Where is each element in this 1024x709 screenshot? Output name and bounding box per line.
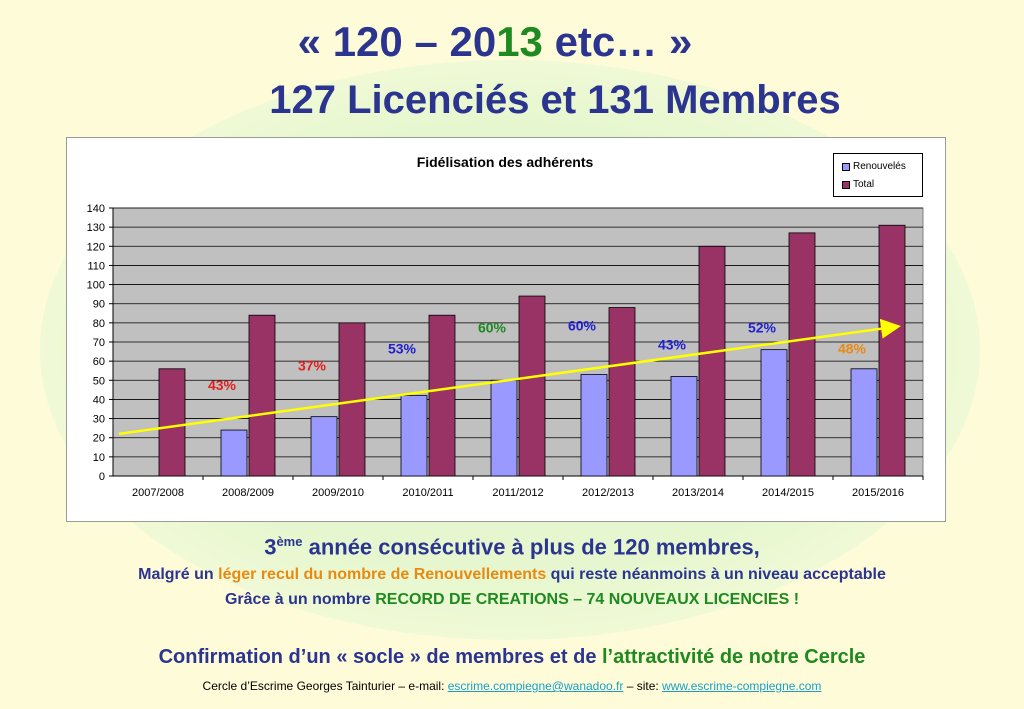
legend-item-renouveles: Renouvelés: [842, 161, 906, 172]
percentage-annotation: 48%: [838, 340, 867, 356]
x-tick-label: 2008/2009: [222, 487, 274, 499]
y-tick-label: 50: [93, 375, 105, 387]
percentage-annotation: 43%: [208, 377, 237, 393]
bar-total: [788, 232, 816, 477]
x-tick-label: 2012/2013: [582, 487, 634, 499]
chart-title: Fidélisation des adhérents: [417, 154, 594, 170]
slide-subtitle: 127 Licenciés et 131 Membres: [269, 78, 841, 122]
y-tick-label: 40: [93, 394, 105, 406]
bar-total: [878, 224, 906, 477]
site-link[interactable]: www.escrime-compiegne.com: [662, 679, 822, 693]
bar-renouveles: [490, 379, 518, 477]
percentage-annotation: 52%: [748, 319, 777, 335]
legend-swatch-renouveles: [842, 162, 850, 171]
legend-item-total: Total: [842, 179, 874, 190]
legend-label-total: Total: [853, 179, 875, 190]
y-tick-label: 90: [93, 299, 105, 311]
y-tick-label: 120: [87, 241, 105, 253]
bar-renouveles: [580, 374, 608, 477]
bar-renouveles: [760, 349, 788, 477]
record-creations-note: Grâce à un nombre RECORD DE CREATIONS – …: [224, 591, 800, 608]
slide-title: « 120 – 2013 etc… »: [297, 18, 693, 65]
y-tick-label: 80: [93, 318, 105, 330]
x-tick-label: 2010/2011: [402, 487, 453, 499]
bar-chart: Fidélisation des adhérents 0 10 20 30 40 50 60 7…: [87, 154, 924, 499]
y-tick-label: 100: [87, 280, 105, 292]
title-green-digits: 13: [496, 18, 543, 65]
y-tick-label: 60: [93, 356, 105, 368]
bar-total: [608, 307, 636, 477]
y-tick-label: 130: [87, 222, 105, 234]
x-tick-label: 2007/2008: [132, 487, 184, 499]
x-tick-label: 2015/2016: [852, 487, 904, 499]
percentage-annotation: 53%: [388, 340, 417, 356]
percentage-annotation: 37%: [298, 358, 327, 374]
x-tick-label: 2014/2015: [762, 487, 814, 499]
x-tick-label: 2011/2012: [492, 487, 543, 499]
trendline-arrow: [118, 318, 901, 436]
bar-total: [428, 314, 456, 477]
bar-total: [158, 368, 186, 477]
y-tick-label: 70: [93, 337, 105, 349]
percentage-annotation: 60%: [568, 318, 597, 334]
y-tick-label: 20: [93, 433, 105, 445]
bar-total: [248, 314, 276, 477]
bar-total: [518, 295, 546, 477]
headline-consecutive-year: 3ème année consécutive à plus de 120 mem…: [264, 534, 760, 560]
y-tick-label: 30: [93, 414, 105, 426]
percentage-annotation: 60%: [478, 319, 507, 335]
y-tick-label: 0: [99, 471, 105, 483]
bar-renouveles: [310, 416, 338, 477]
chart-container: Fidélisation des adhérents 0 10 20 30 40 50 60 7…: [66, 137, 946, 522]
bar-renouveles: [670, 376, 698, 477]
renewals-note: Malgré un léger recul du nombre de Renou…: [138, 566, 886, 583]
y-tick-label: 110: [87, 260, 105, 272]
legend-swatch-total: [842, 180, 850, 189]
x-tick-label: 2009/2010: [312, 487, 364, 499]
x-tick-label: 2013/2014: [672, 487, 724, 499]
bar-renouveles: [400, 395, 428, 477]
legend-label-renouveles: Renouvelés: [853, 161, 906, 172]
bar-total: [698, 245, 726, 477]
chart-legend: Renouvelés Total: [833, 153, 923, 197]
y-tick-label: 10: [93, 452, 105, 464]
footer: Cercle d’Escrime Georges Tainturier – e-…: [202, 679, 822, 693]
email-link[interactable]: escrime.compiegne@wanadoo.fr: [447, 679, 624, 693]
percentage-annotation: 43%: [658, 337, 687, 353]
bar-renouveles: [850, 368, 878, 477]
confirmation-note: Confirmation d’un « socle » de membres e…: [158, 646, 866, 668]
y-tick-label: 140: [87, 203, 105, 215]
bar-renouveles: [220, 429, 248, 477]
